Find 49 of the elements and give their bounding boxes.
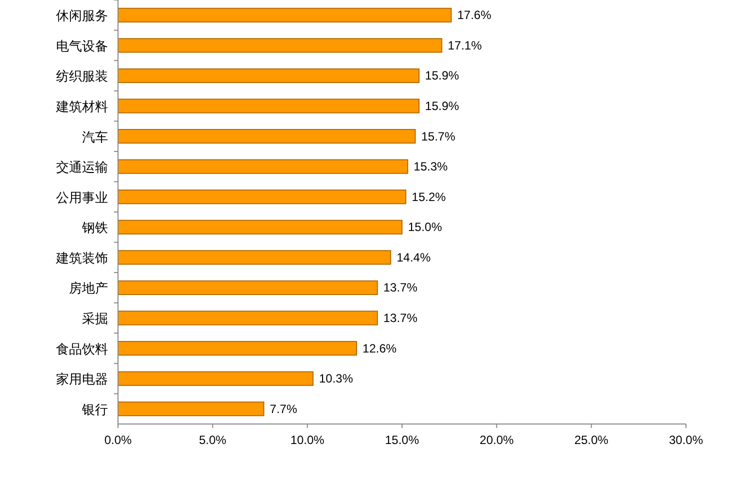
y-tick-label: 房地产 — [69, 280, 108, 296]
x-tick-label: 0.0% — [104, 433, 132, 447]
x-tick-label: 5.0% — [198, 433, 227, 447]
bar — [118, 68, 420, 84]
data-label: 13.7% — [383, 280, 418, 295]
bar — [118, 128, 416, 144]
bar — [118, 310, 378, 326]
x-tick-label: 25.0% — [574, 433, 609, 447]
y-tick-label: 建筑装饰 — [55, 250, 108, 266]
y-tick-label: 家用电器 — [56, 372, 108, 387]
data-label: 17.6% — [457, 8, 492, 22]
data-label: 15.7% — [421, 129, 456, 144]
y-tick-label: 采掘 — [82, 311, 108, 326]
y-tick-label: 休闲服务 — [56, 8, 108, 24]
data-label: 7.7% — [270, 402, 298, 416]
data-label: 17.1% — [448, 38, 482, 52]
y-tick-label: 银行 — [81, 402, 108, 417]
data-label: 12.6% — [362, 341, 397, 356]
data-label: 15.2% — [412, 190, 446, 204]
bar — [118, 38, 442, 53]
bar — [118, 371, 314, 386]
bar — [118, 280, 378, 296]
y-tick-label: 建筑材料 — [55, 99, 108, 114]
data-label: 15.9% — [425, 99, 460, 113]
bar — [118, 340, 358, 356]
data-label: 15.0% — [408, 220, 442, 234]
y-tick-label: 汽车 — [82, 129, 108, 144]
y-tick-label: 交通运输 — [56, 160, 108, 175]
x-tick-label: 15.0% — [384, 433, 420, 447]
data-label: 10.3% — [319, 372, 354, 386]
bar — [118, 159, 408, 174]
data-label: 15.9% — [425, 68, 460, 83]
bar — [118, 8, 452, 22]
bar — [118, 220, 402, 234]
data-label: 14.4% — [396, 250, 431, 264]
bar — [118, 402, 264, 416]
y-tick-label: 钢铁 — [81, 220, 108, 236]
x-tick-label: 30.0% — [668, 433, 704, 447]
x-tick-label: 20.0% — [480, 433, 514, 447]
data-label: 13.7% — [383, 311, 418, 325]
bar — [118, 250, 392, 265]
y-tick-label: 电气设备 — [56, 38, 108, 54]
x-tick-label: 10.0% — [290, 433, 325, 447]
y-tick-label: 食品饮料 — [56, 341, 108, 356]
y-tick-label: 公用事业 — [56, 190, 108, 205]
bar — [118, 190, 406, 204]
data-label: 15.3% — [414, 160, 448, 174]
y-tick-label: 纺织服装 — [56, 68, 108, 84]
bar — [118, 98, 420, 114]
